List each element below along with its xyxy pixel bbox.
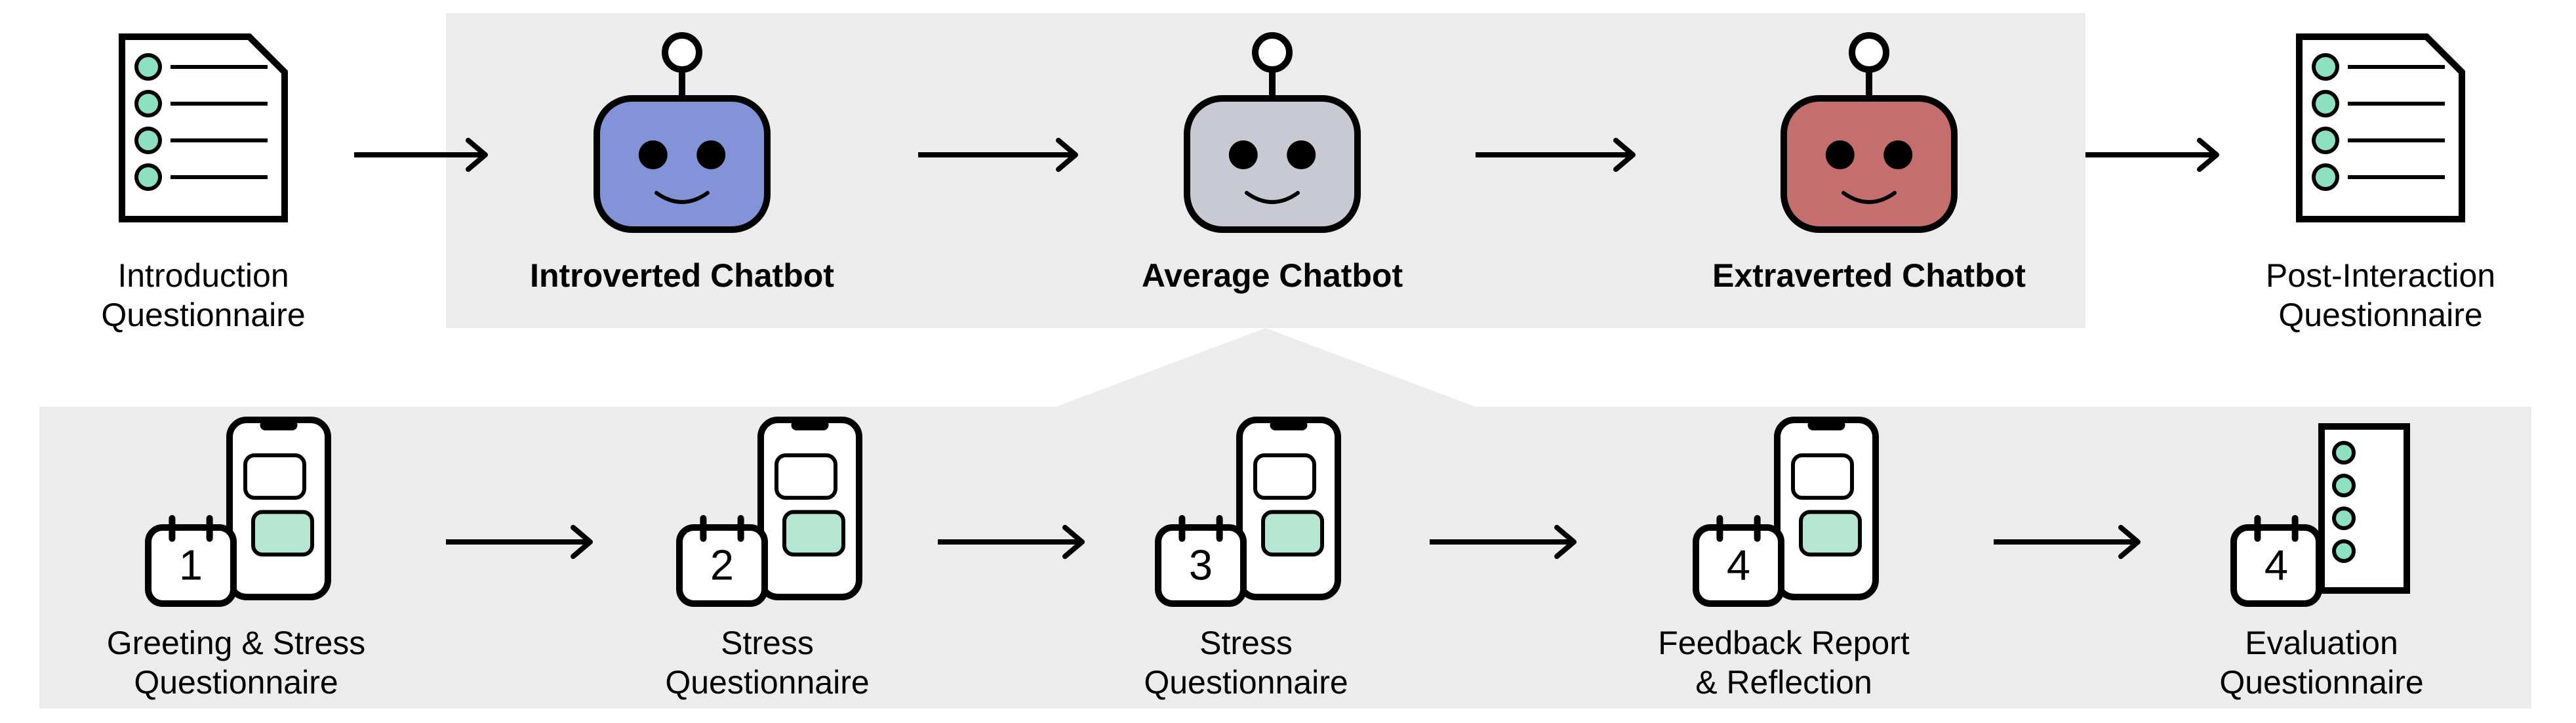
stress3: 3 Stress Questionnaire bbox=[1115, 413, 1377, 702]
calendar-icon: 4 bbox=[2234, 518, 2319, 604]
arrow-icon bbox=[354, 138, 502, 172]
label-line1: Introduction bbox=[117, 257, 289, 294]
phone-icon bbox=[1239, 420, 1338, 597]
label-line2: Questionnaire bbox=[2278, 297, 2482, 333]
eval: 4 Evaluation Questionnaire bbox=[2177, 413, 2466, 702]
calendar-icon: 2 bbox=[679, 518, 765, 604]
label-line1: Stress bbox=[721, 625, 814, 661]
calendar-icon: 3 bbox=[1158, 518, 1243, 604]
label-line1: Average Chatbot bbox=[1142, 257, 1403, 294]
label: Stress Questionnaire bbox=[1115, 623, 1377, 702]
label-line2: Questionnaire bbox=[2219, 664, 2423, 701]
label-line1: Evaluation bbox=[2245, 625, 2398, 661]
label-line2: & Reflection bbox=[1695, 664, 1872, 701]
stress2: 2 Stress Questionnaire bbox=[636, 413, 898, 702]
label: Average Chatbot bbox=[1115, 256, 1430, 295]
label: Extraverted Chatbot bbox=[1679, 256, 2059, 295]
document-icon bbox=[2282, 20, 2479, 243]
label-line2: Questionnaire bbox=[134, 664, 338, 701]
svg-text:4: 4 bbox=[1727, 541, 1750, 589]
calendar-icon: 1 bbox=[148, 518, 233, 604]
label-line1: Stress bbox=[1199, 625, 1293, 661]
robot-icon bbox=[584, 20, 780, 243]
bottom-row: 1 Greeting & Stress Questionnaire 2 Stre… bbox=[0, 407, 2576, 709]
phone-icon bbox=[230, 420, 328, 597]
calendar-icon: 4 bbox=[1696, 518, 1781, 604]
label: Stress Questionnaire bbox=[636, 623, 898, 702]
label-line1: Extraverted Chatbot bbox=[1712, 257, 2026, 294]
arrow-icon bbox=[446, 525, 607, 559]
arrow bbox=[1994, 525, 2155, 559]
arrow-icon bbox=[1430, 525, 1591, 559]
arrow-icon bbox=[918, 138, 1093, 172]
arrow bbox=[446, 525, 607, 559]
arrow-icon bbox=[1476, 138, 1650, 172]
label-line2: Questionnaire bbox=[101, 297, 305, 333]
svg-text:1: 1 bbox=[179, 541, 203, 589]
robot-icon bbox=[1771, 20, 1967, 243]
arrow bbox=[354, 138, 502, 172]
greeting: 1 Greeting & Stress Questionnaire bbox=[79, 413, 393, 702]
label-line1: Introverted Chatbot bbox=[530, 257, 834, 294]
feedback: 4 Feedback Report & Reflection bbox=[1620, 413, 1948, 702]
label-line2: Questionnaire bbox=[665, 664, 869, 701]
calendar-phone-icon: 4 bbox=[1679, 413, 1889, 610]
svg-text:3: 3 bbox=[1189, 541, 1213, 589]
phone-icon bbox=[1777, 420, 1876, 597]
arrow bbox=[918, 138, 1093, 172]
arrow bbox=[2085, 138, 2234, 172]
phone-icon bbox=[761, 420, 859, 597]
label: Post-InteractionQuestionnaire bbox=[2236, 256, 2525, 335]
arrow-icon bbox=[1994, 525, 2155, 559]
label: Introverted Chatbot bbox=[498, 256, 866, 295]
label-line1: Feedback Report bbox=[1658, 625, 1910, 661]
calendar-phone-icon: 3 bbox=[1141, 413, 1351, 610]
small-document-icon bbox=[2322, 426, 2407, 590]
robot-icon bbox=[1174, 20, 1371, 243]
calendar-document-icon: 4 bbox=[2217, 413, 2426, 610]
average: Average Chatbot bbox=[1115, 20, 1430, 295]
arrow-icon bbox=[2085, 138, 2234, 172]
top-row: IntroductionQuestionnaire Introverted Ch… bbox=[0, 20, 2576, 348]
intro-q: IntroductionQuestionnaire bbox=[66, 20, 341, 335]
label-line1: Greeting & Stress bbox=[107, 625, 366, 661]
label: Feedback Report & Reflection bbox=[1620, 623, 1948, 702]
arrow bbox=[1430, 525, 1591, 559]
arrow-icon bbox=[938, 525, 1099, 559]
svg-text:2: 2 bbox=[710, 541, 734, 589]
arrow bbox=[938, 525, 1099, 559]
extravert: Extraverted Chatbot bbox=[1679, 20, 2059, 295]
arrow bbox=[1476, 138, 1650, 172]
svg-text:4: 4 bbox=[2264, 541, 2288, 589]
label: Evaluation Questionnaire bbox=[2177, 623, 2466, 702]
document-icon bbox=[105, 20, 302, 243]
label-line2: Questionnaire bbox=[1144, 664, 1348, 701]
label: IntroductionQuestionnaire bbox=[66, 256, 341, 335]
introvert: Introverted Chatbot bbox=[498, 20, 866, 295]
calendar-phone-icon: 1 bbox=[131, 413, 341, 610]
label: Greeting & Stress Questionnaire bbox=[79, 623, 393, 702]
post-q: Post-InteractionQuestionnaire bbox=[2236, 20, 2525, 335]
calendar-phone-icon: 2 bbox=[662, 413, 872, 610]
label-line1: Post-Interaction bbox=[2266, 257, 2495, 294]
